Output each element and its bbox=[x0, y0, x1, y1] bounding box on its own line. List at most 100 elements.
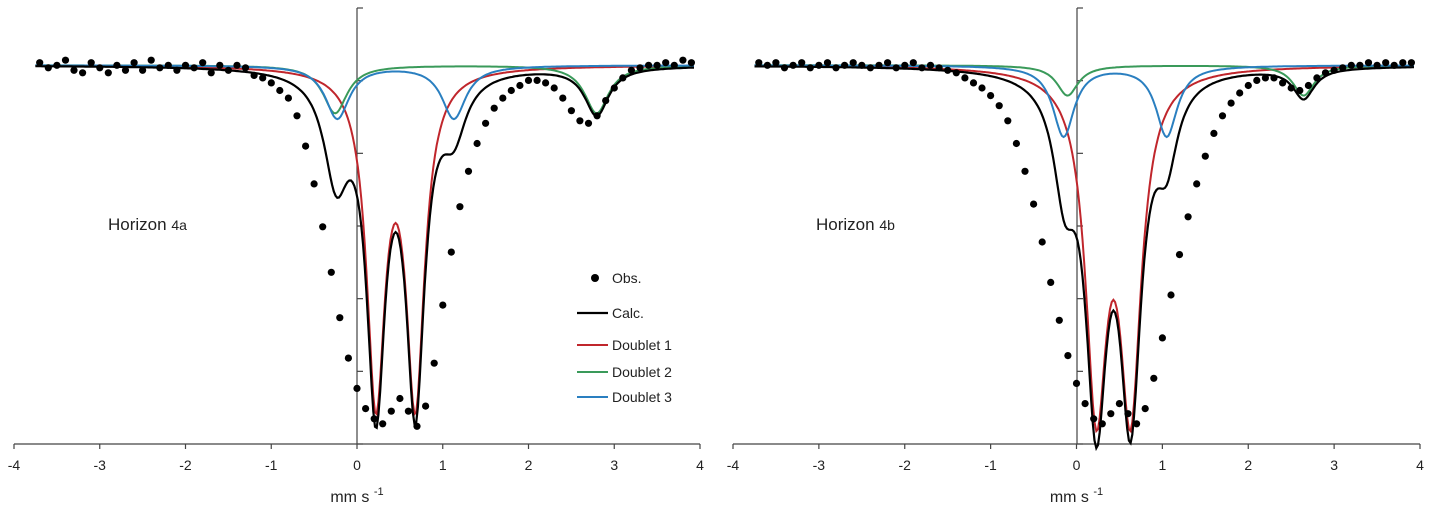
p4a-obs-point bbox=[679, 56, 687, 64]
p4b-obs-point bbox=[763, 61, 772, 69]
p4b-obs-point bbox=[1141, 405, 1149, 413]
p4a-obs-point bbox=[593, 112, 601, 120]
legend-calc-label: Calc. bbox=[612, 305, 644, 321]
p4b-obs-point bbox=[935, 64, 943, 72]
p4a-obs-point bbox=[302, 142, 310, 150]
legend: Obs. Calc. Doublet 1 Doublet 2 Doublet 3 bbox=[577, 270, 672, 405]
p4a-obs-point bbox=[550, 84, 558, 92]
p4a-obs-point bbox=[499, 94, 507, 102]
legend-obs-label: Obs. bbox=[612, 270, 642, 286]
p4a-obs-point bbox=[447, 248, 455, 256]
legend-obs-marker bbox=[591, 274, 599, 282]
p4a-obs-point bbox=[293, 112, 301, 120]
p4a-obs-point bbox=[104, 69, 112, 77]
p4b-obs-point bbox=[1270, 74, 1278, 82]
p4b-obs-point bbox=[1072, 379, 1081, 387]
p4b-doublet1-curve bbox=[754, 65, 1414, 434]
p4a-annotation-main: Horizon bbox=[108, 215, 171, 234]
p4a-obs-point bbox=[259, 74, 267, 82]
p4b-obs-point bbox=[1390, 61, 1398, 69]
p4a-obs-point bbox=[319, 223, 327, 231]
p4a-obs-point bbox=[164, 61, 172, 69]
p4b-x-tick-label: -3 bbox=[813, 457, 826, 473]
p4b-obs-point bbox=[1004, 117, 1012, 125]
p4b-obs-point bbox=[875, 61, 883, 69]
p4b-annotation-sub: 4b bbox=[879, 217, 895, 233]
p4a-obs-point bbox=[353, 384, 361, 392]
p4b-obs-point bbox=[780, 64, 789, 72]
p4a-obs-point bbox=[653, 61, 661, 69]
p4b-obs-point bbox=[1184, 213, 1192, 221]
p4a-obs-point bbox=[524, 76, 533, 84]
p4b-x-tick-label: 2 bbox=[1244, 457, 1252, 473]
p4a-obs-point bbox=[362, 405, 370, 413]
p4b-obs-point bbox=[952, 69, 960, 77]
p4a-obs-point bbox=[464, 167, 473, 175]
p4a-obs-point bbox=[370, 415, 378, 423]
p4b-obs-point bbox=[866, 64, 875, 72]
p4b-obs-point bbox=[1201, 152, 1209, 160]
p4b-obs-point bbox=[1030, 200, 1038, 208]
p4b-obs-point bbox=[1330, 66, 1338, 74]
p4a-obs-point bbox=[404, 407, 412, 415]
p4a-calc-curve bbox=[35, 65, 694, 430]
p4b-obs-point bbox=[755, 59, 763, 67]
p4b-obs-point bbox=[1038, 238, 1046, 246]
p4b-x-tick-label: -2 bbox=[899, 457, 912, 473]
p4a-obs-point bbox=[36, 59, 44, 67]
p4b-obs-point bbox=[849, 59, 857, 67]
p4b-x-axis-title-main: mm s bbox=[1050, 489, 1094, 506]
p4a-obs-point bbox=[96, 64, 104, 72]
p4a-obs-point bbox=[113, 61, 121, 69]
p4b-obs-point bbox=[961, 74, 969, 82]
p4b-obs-point bbox=[1364, 59, 1373, 67]
p4b-obs-point bbox=[1098, 420, 1106, 428]
p4a-obs-point bbox=[422, 402, 430, 410]
p4b-obs-point bbox=[1347, 61, 1355, 69]
p4b-x-tick-label: 1 bbox=[1158, 457, 1166, 473]
p4a-obs-point bbox=[662, 59, 670, 67]
p4b-obs-point bbox=[1253, 76, 1261, 84]
p4b-obs-point bbox=[1124, 410, 1132, 418]
p4a-doublet2-curve bbox=[35, 64, 694, 115]
p4a-x-axis-title: mm s -1 bbox=[330, 486, 383, 506]
p4b-obs-point bbox=[1021, 167, 1029, 175]
p4b-obs-point bbox=[1133, 420, 1141, 428]
p4b-x-tick-label: -1 bbox=[984, 457, 997, 473]
p4a-annotation-sub: 4a bbox=[171, 217, 187, 233]
p4a-obs-point bbox=[139, 66, 147, 74]
p4a-x-tick-label: -4 bbox=[8, 457, 21, 473]
p4a-obs-point bbox=[224, 66, 232, 74]
p4a-obs-point bbox=[216, 61, 224, 69]
p4a-obs-point bbox=[533, 76, 541, 84]
p4b-obs-point bbox=[1090, 415, 1098, 423]
p4a-obs-point bbox=[79, 69, 87, 77]
p4a-obs-point bbox=[310, 180, 318, 188]
p4b-obs-point bbox=[1150, 374, 1158, 382]
p4b-obs-point bbox=[1296, 86, 1304, 95]
p4a-obs-point bbox=[636, 64, 644, 72]
p4b-obs-point bbox=[1107, 410, 1115, 418]
p4a-obs-point bbox=[87, 59, 95, 67]
p4b-obs-point bbox=[978, 84, 986, 92]
p4b-obs-point bbox=[1115, 400, 1123, 408]
p4a-x-tick-label: 3 bbox=[610, 457, 618, 473]
p4b-obs-point bbox=[1012, 139, 1021, 148]
p4b-obs-point bbox=[1407, 59, 1415, 67]
p4a-x-tick-label: 2 bbox=[525, 457, 533, 473]
p4b-obs-point bbox=[901, 61, 909, 69]
p4a-obs-point bbox=[559, 94, 567, 102]
p4a-doublet3-curve bbox=[35, 64, 694, 121]
p4b-obs-point bbox=[1261, 74, 1269, 82]
p4a-obs-point bbox=[379, 420, 387, 428]
p4b-obs-point bbox=[1236, 89, 1244, 97]
p4a-obs-point bbox=[413, 422, 421, 430]
p4a-obs-point bbox=[490, 104, 498, 112]
p4b-obs-point bbox=[1193, 180, 1201, 188]
p4a-obs-point bbox=[241, 64, 250, 72]
p4b-obs-point bbox=[1158, 334, 1166, 342]
p4b-obs-point bbox=[1356, 61, 1364, 69]
p4b-obs-point bbox=[1244, 81, 1252, 90]
p4a-obs-point bbox=[576, 117, 584, 125]
p4b-obs-point bbox=[1218, 112, 1227, 120]
